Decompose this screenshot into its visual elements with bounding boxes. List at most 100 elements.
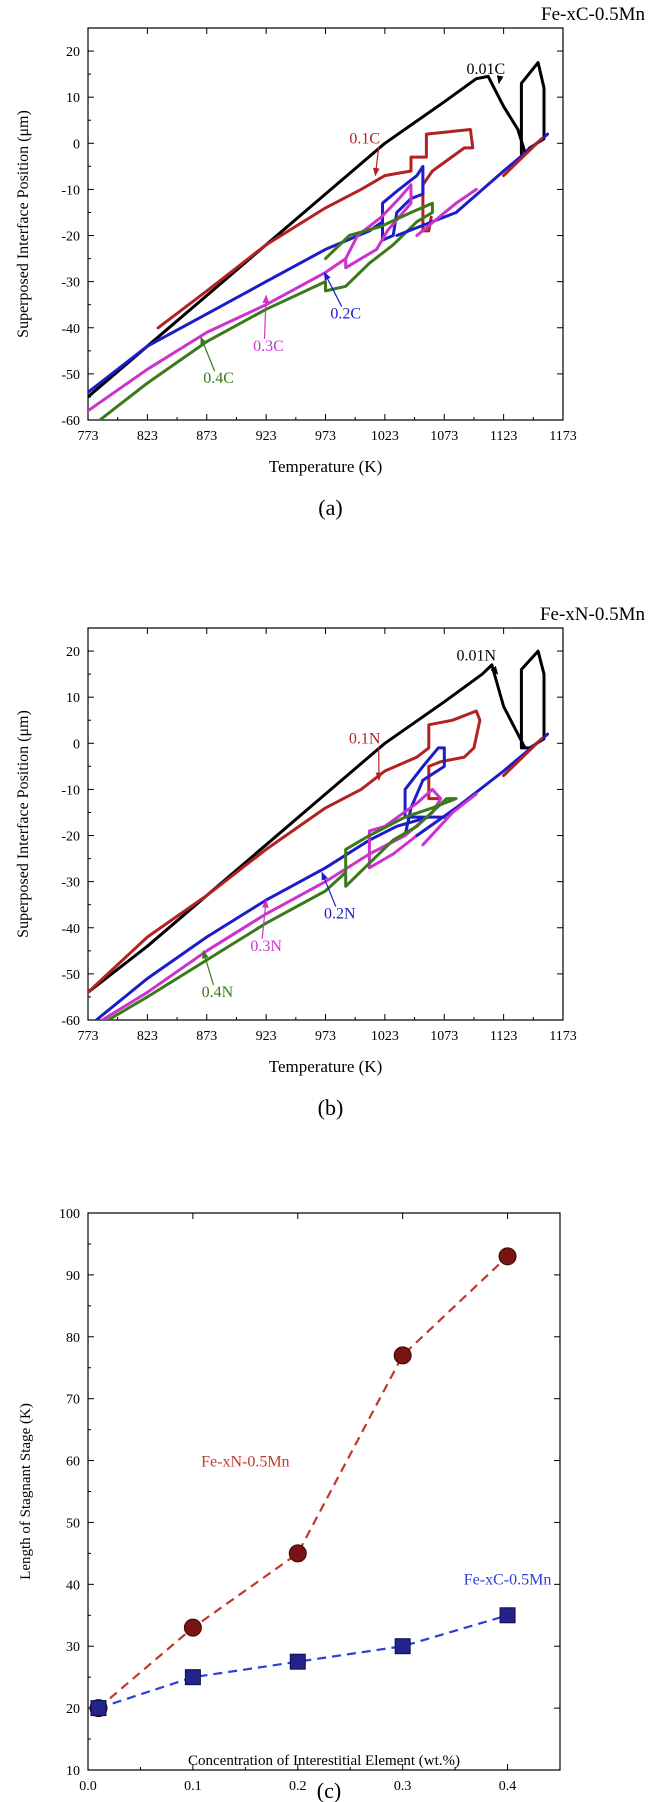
series-line-0.4C (97, 201, 434, 420)
x-tick-label: 1173 (549, 429, 576, 444)
y-tick-label: -50 (61, 368, 80, 383)
y-tick-label: -10 (61, 783, 80, 798)
data-layer (97, 1255, 509, 1710)
x-tick-label: 0.3 (394, 1779, 412, 1794)
y-tick-label: 20 (66, 645, 80, 660)
series-label: Fe-xN-0.5Mn (201, 1454, 289, 1471)
chart-panel-c: 0.0 0.1 0.2 0.3 0.4 10 20 30 40 50 60 70 80 90 100 Fe-x… (0, 1200, 653, 1802)
chart-title: Fe-xN-0.5Mn (540, 604, 646, 625)
series-label-arrow (489, 663, 499, 675)
x-tick-label: 1073 (430, 1029, 458, 1044)
y-tick-label: -50 (61, 968, 80, 983)
series-label: Fe-xC-0.5Mn (464, 1571, 552, 1588)
series-line-0.01C (88, 61, 546, 399)
data-point-Fe-xC-0.5Mn (394, 1638, 411, 1655)
chart-title: Fe-xC-0.5Mn (541, 4, 645, 25)
x-tick-label: 923 (256, 429, 277, 444)
plot-frame (87, 1212, 561, 1771)
data-layer (88, 61, 550, 420)
x-tick-label: 0.2 (289, 1779, 307, 1794)
series-line-segment (415, 187, 478, 237)
y-tick-label: 20 (66, 45, 80, 60)
y-tick-label: -30 (61, 276, 80, 291)
y-tick-label: -60 (61, 1014, 80, 1029)
data-point-Fe-xC-0.5Mn (90, 1700, 107, 1717)
y-tick-label: 10 (66, 91, 80, 106)
x-axis-label: Concentration of Interestitial Element (… (188, 1753, 460, 1769)
y-tick-label: 100 (59, 1207, 80, 1222)
x-tick-label: 0.4 (499, 1779, 517, 1794)
x-tick-label: 1073 (430, 429, 458, 444)
chart-panel-a: Fe-xC-0.5Mn 773 823 873 923 973 1023 1073 1123 11… (0, 0, 653, 600)
x-tick-label: 773 (78, 429, 99, 444)
x-tick-label: 923 (256, 1029, 277, 1044)
series-label: 0.4N (202, 984, 234, 1001)
x-axis-label: Temperature (K) (269, 1057, 383, 1076)
series-label: 0.3N (250, 938, 282, 955)
y-tick-label: 0 (73, 737, 80, 752)
y-tick-label: -10 (61, 183, 80, 198)
series-label: 0.1C (349, 130, 380, 147)
data-point-Fe-xC-0.5Mn (499, 1607, 516, 1624)
y-axis-label: Superposed Interface Position (μm) (15, 710, 32, 938)
y-tick-label: -40 (61, 922, 80, 937)
series-label: 0.1N (349, 730, 381, 747)
data-point-Fe-xN-0.5Mn (183, 1618, 202, 1637)
y-tick-label: -60 (61, 414, 80, 429)
data-point-Fe-xC-0.5Mn (289, 1653, 306, 1670)
y-tick-label: 40 (66, 1578, 80, 1593)
data-point-Fe-xN-0.5Mn (393, 1346, 412, 1365)
y-tick-label: 70 (66, 1393, 80, 1408)
series-label: 0.3C (253, 338, 284, 355)
data-point-Fe-xC-0.5Mn (184, 1669, 201, 1686)
x-tick-label: 873 (196, 429, 217, 444)
y-tick-label: 80 (66, 1331, 80, 1346)
series-label-arrow (372, 147, 380, 177)
y-tick-label: 10 (66, 691, 80, 706)
series-line-Fe-xC-0.5Mn (98, 1614, 508, 1710)
x-tick-label: 1123 (490, 1029, 517, 1044)
series-label-arrow (496, 75, 504, 85)
x-axis-label: Temperature (K) (269, 457, 383, 476)
x-tick-label: 823 (137, 429, 158, 444)
series-label-arrow (323, 271, 343, 307)
y-axis-label: Length of Stagnant Stage (K) (18, 1403, 34, 1580)
x-tick-label: 823 (137, 1029, 158, 1044)
series-label: 0.2C (330, 306, 361, 323)
y-tick-label: -20 (61, 230, 80, 245)
x-tick-label: 773 (78, 1029, 99, 1044)
x-tick-label: 873 (196, 1029, 217, 1044)
series-label-arrow (200, 336, 216, 372)
series-line-0.2C (88, 164, 425, 394)
series-label: 0.4C (203, 370, 234, 387)
series-label: 0.01N (457, 647, 497, 664)
chart-c: 0.0 0.1 0.2 0.3 0.4 10 20 30 40 50 60 70 80 90 100 Fe-x… (18, 1207, 561, 1802)
series-label: 0.2N (324, 906, 356, 923)
x-tick-label: 1023 (371, 429, 399, 444)
chart-b: Fe-xN-0.5Mn 773 823 873 923 973 1023 1073 1123 11… (15, 604, 646, 1120)
panel-label: (a) (318, 495, 342, 520)
series-line-segment (502, 737, 544, 778)
plot-frame (87, 627, 564, 1021)
y-tick-label: 90 (66, 1269, 80, 1284)
x-tick-label: 0.1 (184, 1779, 202, 1794)
series-label-arrow (321, 871, 337, 907)
y-axis-label: Superposed Interface Position (μm) (15, 110, 32, 338)
y-tick-label: 10 (66, 1764, 80, 1779)
series-label-arrow (262, 294, 270, 339)
series-line-0.3C (88, 183, 413, 413)
x-tick-label: 0.0 (79, 1779, 97, 1794)
y-tick-label: 0 (73, 137, 80, 152)
series-line-0.4N (106, 797, 458, 1020)
x-tick-label: 1173 (549, 1029, 576, 1044)
y-tick-label: 60 (66, 1455, 80, 1470)
series-line-0.01N (88, 649, 546, 994)
y-tick-label: -30 (61, 876, 80, 891)
x-tick-label: 973 (315, 1029, 336, 1044)
chart-panel-b: Fe-xN-0.5Mn 773 823 873 923 973 1023 1073 1123 11… (0, 600, 653, 1200)
x-tick-label: 1023 (371, 1029, 399, 1044)
data-point-Fe-xN-0.5Mn (288, 1544, 307, 1563)
x-tick-label: 973 (315, 429, 336, 444)
series-label: 0.01C (466, 61, 505, 78)
series-line-segment (421, 792, 478, 847)
